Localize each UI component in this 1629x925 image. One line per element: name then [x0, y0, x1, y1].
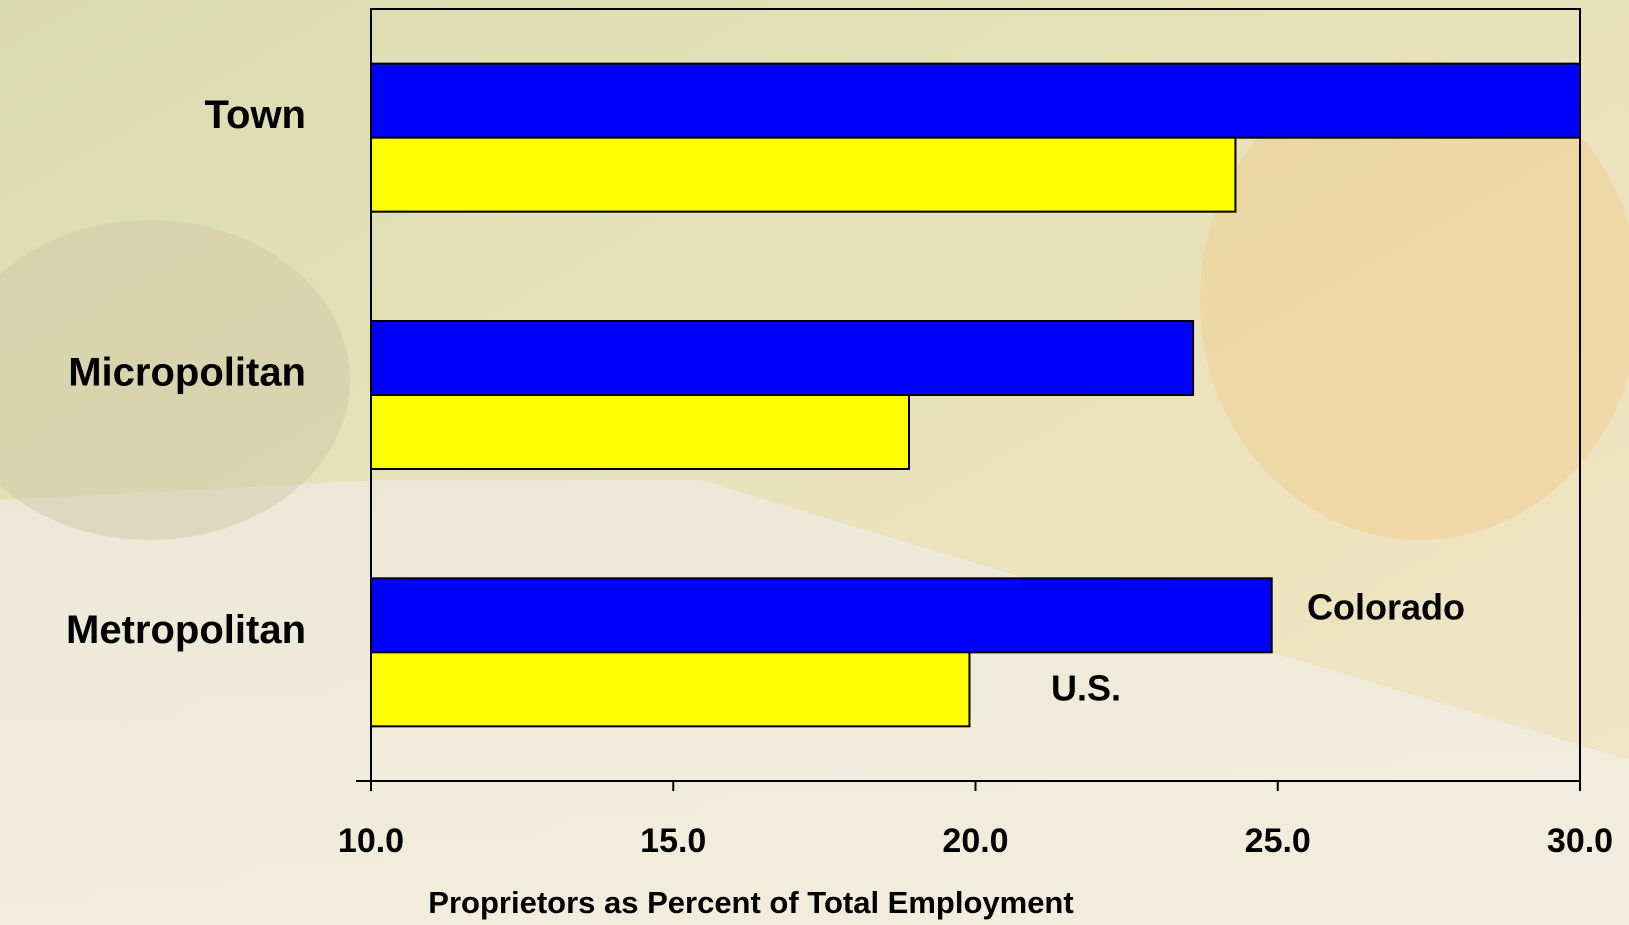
- legend-label: Colorado: [1307, 587, 1465, 628]
- bar: [370, 136, 1237, 213]
- x-axis-title: Proprietors as Percent of Total Employme…: [428, 885, 1073, 920]
- bar: [370, 577, 1273, 654]
- y-tick-label: Town: [205, 93, 306, 137]
- bar: [370, 394, 911, 470]
- x-tick-label: 15.0: [640, 822, 706, 860]
- y-tick-label: Metropolitan: [66, 608, 306, 652]
- bar: [370, 651, 971, 728]
- y-tick-label: Micropolitan: [68, 351, 306, 395]
- background-foliage: [1200, 60, 1629, 540]
- background-rock: [0, 220, 350, 540]
- x-tick-label: 30.0: [1547, 822, 1613, 860]
- bar: [370, 62, 1581, 139]
- bar: [370, 320, 1195, 396]
- x-tick-label: 25.0: [1245, 822, 1311, 860]
- legend-label: U.S.: [1051, 668, 1121, 709]
- x-tick-label: 20.0: [942, 822, 1008, 860]
- x-tick-label: 10.0: [338, 822, 404, 860]
